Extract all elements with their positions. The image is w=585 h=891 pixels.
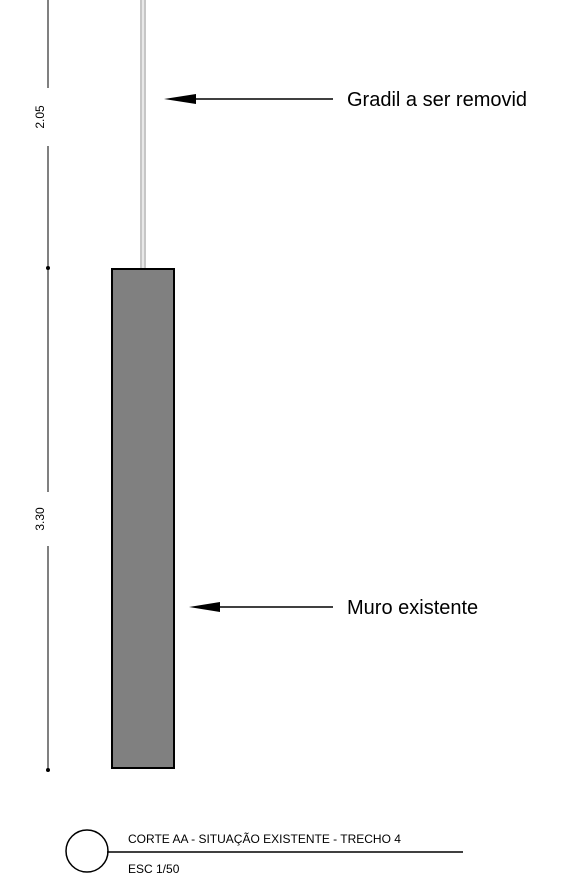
callout-wall-arrowhead (189, 602, 220, 612)
section-title: CORTE AA - SITUAÇÃO EXISTENTE - TRECHO 4 (128, 832, 401, 846)
dimension-tick-bottom (46, 768, 50, 772)
dimension-label-upper: 2.05 (33, 105, 47, 129)
callout-railing: Gradil a ser removid (164, 89, 527, 111)
existing-wall (111, 268, 175, 769)
railing (140, 0, 146, 268)
callout-wall: Muro existente (189, 597, 478, 619)
scale-label: ESC 1/50 (128, 862, 180, 876)
dimension-tick-mid (46, 266, 50, 270)
callout-wall-label: Muro existente (347, 597, 478, 619)
dimension-label-lower: 3.30 (33, 507, 47, 531)
callout-railing-arrowhead (164, 94, 196, 104)
dimension-chain: 2.05 3.30 (33, 0, 50, 772)
section-marker-circle (65, 829, 109, 873)
title-block: CORTE AA - SITUAÇÃO EXISTENTE - TRECHO 4… (65, 829, 463, 876)
callout-railing-label: Gradil a ser removid (347, 89, 527, 111)
